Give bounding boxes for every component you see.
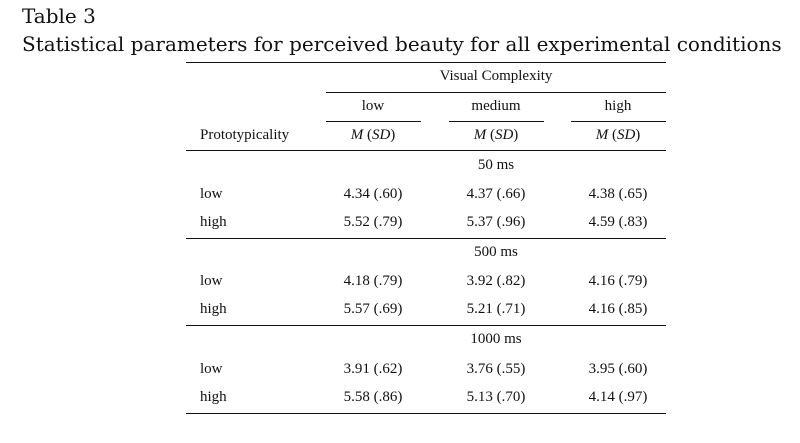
mean-symbol: M xyxy=(350,127,364,143)
table-number: Table 3 xyxy=(22,4,96,28)
table-cell: 4.34 (.60) xyxy=(343,186,403,202)
table-cell: 5.37 (.96) xyxy=(466,214,526,230)
sd-symbol: SD xyxy=(494,127,514,143)
sd-symbol: SD xyxy=(616,127,636,143)
visual-complexity-spanner: Visual Complexity xyxy=(439,68,553,84)
table-cell: 5.58 (.86) xyxy=(343,389,403,405)
row-label: low xyxy=(200,186,223,202)
table-caption: Statistical parameters for perceived bea… xyxy=(22,32,782,56)
sd-symbol: SD xyxy=(371,127,391,143)
table-cell: 5.21 (.71) xyxy=(466,301,526,317)
col-header-low: low xyxy=(361,98,385,114)
row-label: high xyxy=(200,389,227,405)
table-cell: 3.76 (.55) xyxy=(466,361,526,377)
spanner-rule xyxy=(326,92,666,93)
stat-header-low: M (SD) xyxy=(350,127,396,143)
table-cell: 5.57 (.69) xyxy=(343,301,403,317)
col-rule-medium xyxy=(449,121,544,122)
col-rule-low xyxy=(326,121,421,122)
table-cell: 3.92 (.82) xyxy=(466,273,526,289)
table-cell: 3.95 (.60) xyxy=(588,361,648,377)
block-label: 500 ms xyxy=(474,244,518,260)
top-rule xyxy=(186,62,666,63)
col-header-high: high xyxy=(604,98,632,114)
col-header-medium: medium xyxy=(471,98,521,114)
bottom-rule xyxy=(186,413,666,414)
table-cell: 5.52 (.79) xyxy=(343,214,403,230)
row-label: high xyxy=(200,301,227,317)
row-label: high xyxy=(200,214,227,230)
table-cell: 4.18 (.79) xyxy=(343,273,403,289)
table-cell: 4.16 (.79) xyxy=(588,273,648,289)
row-label: low xyxy=(200,273,223,289)
table-cell: 4.59 (.83) xyxy=(588,214,648,230)
table-cell: 4.16 (.85) xyxy=(588,301,648,317)
statistics-table: Visual Complexity low medium high Protot… xyxy=(186,0,666,443)
table-cell: 3.91 (.62) xyxy=(343,361,403,377)
col-rule-high xyxy=(571,121,666,122)
table-cell: 4.38 (.65) xyxy=(588,186,648,202)
mean-symbol: M xyxy=(473,127,487,143)
stat-header-high: M (SD) xyxy=(595,127,641,143)
header-rule xyxy=(186,150,666,151)
table-cell: 4.14 (.97) xyxy=(588,389,648,405)
block-rule xyxy=(186,325,666,326)
stat-header-medium: M (SD) xyxy=(473,127,519,143)
block-label: 1000 ms xyxy=(470,331,522,347)
row-header: Prototypicality xyxy=(200,127,290,143)
mean-symbol: M xyxy=(595,127,609,143)
row-label: low xyxy=(200,361,223,377)
table-cell: 4.37 (.66) xyxy=(466,186,526,202)
block-label: 50 ms xyxy=(477,157,515,173)
block-rule xyxy=(186,238,666,239)
table-cell: 5.13 (.70) xyxy=(466,389,526,405)
